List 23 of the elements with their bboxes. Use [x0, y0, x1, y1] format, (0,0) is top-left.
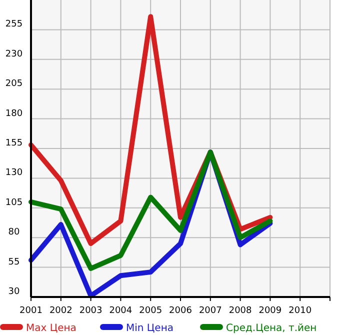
legend-label: Сред.Цена, т.йен: [226, 323, 317, 334]
x-tick-label: 2006: [169, 306, 192, 316]
x-tick-label: 2003: [79, 306, 102, 316]
legend-label: Max Цена: [26, 323, 76, 334]
x-tick-label: 2007: [198, 306, 222, 316]
x-tick-label: 2005: [139, 306, 162, 316]
legend-label: Min Цена: [126, 323, 174, 334]
y-tick-label: 105: [5, 198, 23, 208]
x-tick-label: 2009: [258, 306, 282, 316]
y-tick-label: 205: [5, 79, 23, 90]
x-tick-label: 2010: [288, 306, 312, 316]
y-tick-label: 230: [5, 49, 23, 60]
y-tick-label: 180: [5, 108, 23, 119]
y-tick-label: 155: [5, 138, 23, 148]
y-tick-label: 30: [8, 287, 20, 297]
y-tick-label: 130: [5, 168, 23, 178]
y-tick-label: 55: [8, 257, 20, 268]
x-tick-label: 2004: [109, 306, 132, 316]
x-tick-label: 2008: [228, 306, 252, 316]
y-tick-label: 255: [5, 20, 23, 30]
y-tick-label: 80: [8, 228, 20, 238]
x-tick-label: 2001: [20, 306, 42, 316]
x-tick-label: 2002: [49, 306, 72, 316]
